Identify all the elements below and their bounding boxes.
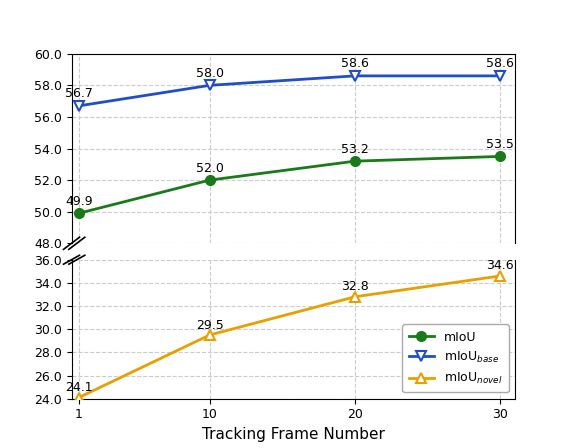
Text: 53.2: 53.2 <box>341 142 369 155</box>
Text: 29.5: 29.5 <box>196 319 224 332</box>
Text: 32.8: 32.8 <box>341 280 369 293</box>
Text: 58.6: 58.6 <box>341 57 369 70</box>
Text: 52.0: 52.0 <box>196 162 224 175</box>
X-axis label: Tracking Frame Number: Tracking Frame Number <box>202 427 384 442</box>
Legend: mIoU, mIoU$_{base}$, mIoU$_{novel}$: mIoU, mIoU$_{base}$, mIoU$_{novel}$ <box>403 324 509 392</box>
Text: 24.1: 24.1 <box>65 381 93 394</box>
Text: 34.6: 34.6 <box>486 259 514 272</box>
Text: 58.6: 58.6 <box>486 57 514 70</box>
Text: 49.9: 49.9 <box>65 195 93 208</box>
Text: 53.5: 53.5 <box>486 138 514 151</box>
Text: 58.0: 58.0 <box>196 67 224 80</box>
Text: 56.7: 56.7 <box>65 87 93 100</box>
